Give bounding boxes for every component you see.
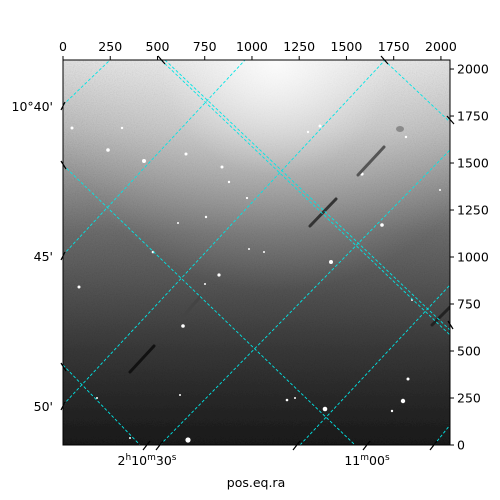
x-axis-title: pos.eq.ra <box>227 475 285 490</box>
right-pixel-ticks: 0 250 500 750 1000 1250 1500 1750 2000 <box>450 62 489 453</box>
star <box>400 398 406 404</box>
plot-frame <box>62 59 451 446</box>
dec-tick <box>60 101 66 111</box>
star <box>185 437 191 443</box>
grid-line <box>383 60 450 123</box>
sky-image <box>63 60 450 445</box>
top-tick-label: 2000 <box>425 39 457 54</box>
ra-label-2h10m30s: 2h10m30s <box>118 453 177 468</box>
grid-line <box>63 60 386 406</box>
streak <box>178 295 202 322</box>
star <box>263 251 265 253</box>
top-tick-label: 250 <box>98 39 122 54</box>
star <box>181 324 185 328</box>
ra-tick <box>155 440 164 451</box>
right-tick-label: 250 <box>457 391 481 406</box>
grid-line <box>63 60 246 256</box>
star <box>70 126 74 130</box>
streak <box>308 197 338 228</box>
star <box>439 189 441 191</box>
world-coordinate-ticks <box>60 55 455 451</box>
ra-tick <box>446 115 455 125</box>
ra-tick <box>142 440 151 451</box>
star <box>177 222 179 224</box>
star <box>142 159 146 163</box>
dec-tick <box>60 160 67 170</box>
right-tick-label: 750 <box>457 297 481 312</box>
ra-tick <box>429 440 438 451</box>
star <box>245 196 249 200</box>
right-tick-label: 2000 <box>457 62 489 77</box>
star <box>77 285 81 289</box>
streak <box>356 145 386 177</box>
streak <box>128 344 156 374</box>
top-tick-label: 500 <box>146 39 170 54</box>
satellite-streaks <box>128 145 450 374</box>
star <box>322 406 328 412</box>
top-pixel-ticks: 0 250 500 750 1000 1250 1500 1750 2000 <box>59 39 457 60</box>
right-tick-label: 1000 <box>457 250 489 265</box>
right-tick-label: 1250 <box>457 203 489 218</box>
star <box>306 130 310 134</box>
star <box>204 215 208 219</box>
coordinate-grid <box>63 60 450 445</box>
star <box>129 437 131 439</box>
dec-tick <box>447 320 454 330</box>
star <box>227 180 231 184</box>
star <box>390 409 394 413</box>
ra-tick <box>292 440 301 451</box>
star <box>406 377 410 381</box>
star <box>285 398 289 402</box>
star <box>106 148 110 152</box>
star <box>380 223 384 227</box>
dec-tick <box>60 362 67 372</box>
dec-tick <box>60 251 66 261</box>
grid-line <box>160 60 450 336</box>
star <box>294 397 296 399</box>
dec-label-45: 45' <box>34 249 53 264</box>
dec-tick <box>60 401 66 411</box>
top-tick-label: 1750 <box>378 39 410 54</box>
star <box>96 397 98 399</box>
star <box>184 152 188 156</box>
grid-line <box>433 424 450 445</box>
top-tick-label: 750 <box>193 39 217 54</box>
star <box>179 394 181 396</box>
star <box>217 273 221 277</box>
right-tick-label: 1750 <box>457 109 489 124</box>
galaxy <box>396 126 404 132</box>
dec-label-40: 10°40' <box>12 99 54 114</box>
grid-line <box>164 60 450 331</box>
grid-line <box>63 60 111 106</box>
right-tick-label: 1500 <box>457 156 489 171</box>
top-tick-label: 1250 <box>283 39 315 54</box>
ra-tick <box>157 55 166 65</box>
ra-label-11m00s: 11m00s <box>344 453 390 468</box>
top-tick-label: 0 <box>59 39 67 54</box>
star <box>204 283 206 285</box>
ra-tick <box>380 55 389 65</box>
top-tick-label: 1500 <box>331 39 363 54</box>
star <box>120 126 124 130</box>
grid-line <box>63 164 356 445</box>
dec-label-50: 50' <box>34 399 53 414</box>
right-tick-label: 500 <box>457 344 481 359</box>
streak <box>430 305 450 327</box>
star <box>404 135 408 139</box>
grid-line <box>63 364 141 445</box>
star <box>318 124 322 128</box>
ra-tick <box>362 440 371 451</box>
grid-line <box>159 149 450 445</box>
star <box>220 165 224 169</box>
top-tick-label: 1000 <box>236 39 268 54</box>
star <box>248 248 250 250</box>
star <box>329 260 333 264</box>
grid-line <box>299 284 450 445</box>
stars <box>70 124 441 443</box>
right-tick-label: 0 <box>457 438 465 453</box>
